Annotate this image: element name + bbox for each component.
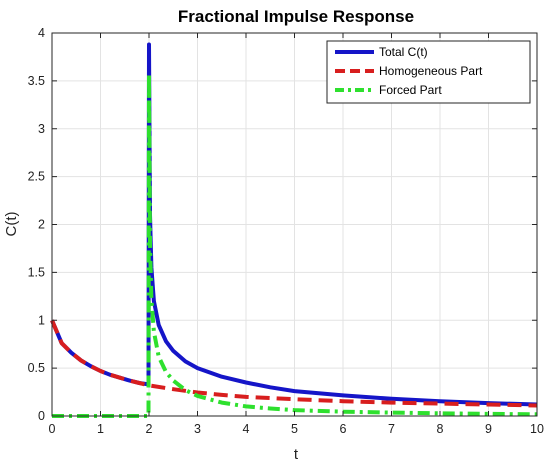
series-line-2 [50, 319, 538, 408]
x-tick-label: 9 [485, 422, 492, 436]
x-tick-label: 7 [388, 422, 395, 436]
y-tick-label: 4 [38, 26, 45, 40]
y-tick-label: 1.5 [28, 265, 45, 279]
x-axis-label: t [294, 446, 299, 463]
x-tick-label: 3 [194, 422, 201, 436]
series-lines [50, 42, 538, 418]
legend: Total C(t) Homogeneous Part Forced Part [326, 40, 531, 104]
y-tick-label: 3.5 [28, 74, 45, 88]
x-tick-label: 4 [243, 422, 250, 436]
x-tick-label: 5 [291, 422, 298, 436]
y-axis-label: C(t) [3, 212, 20, 237]
y-tick-label: 0.5 [28, 361, 45, 375]
x-tick-label: 8 [437, 422, 444, 436]
y-tick-label: 0 [38, 409, 45, 423]
axis-ticks: 0 1 2 3 4 5 6 7 8 9 10 0 0.5 1 1.5 2 2.5 3 3.5 4 [28, 26, 544, 436]
x-tick-label: 0 [49, 422, 56, 436]
x-tick-label: 2 [146, 422, 153, 436]
x-tick-label: 10 [530, 422, 544, 436]
y-tick-label: 2 [38, 218, 45, 232]
x-tick-label: 1 [97, 422, 104, 436]
y-tick-label: 2.5 [28, 170, 45, 184]
y-tick-label: 3 [38, 122, 45, 136]
legend-label-2: Homogeneous Part [379, 64, 483, 78]
chart-title: Fractional Impulse Response [178, 7, 414, 26]
series-line-3 [52, 72, 538, 418]
legend-label-1: Total C(t) [379, 45, 428, 59]
x-tick-label: 6 [340, 422, 347, 436]
y-tick-label: 1 [38, 313, 45, 327]
legend-label-3: Forced Part [379, 83, 442, 97]
